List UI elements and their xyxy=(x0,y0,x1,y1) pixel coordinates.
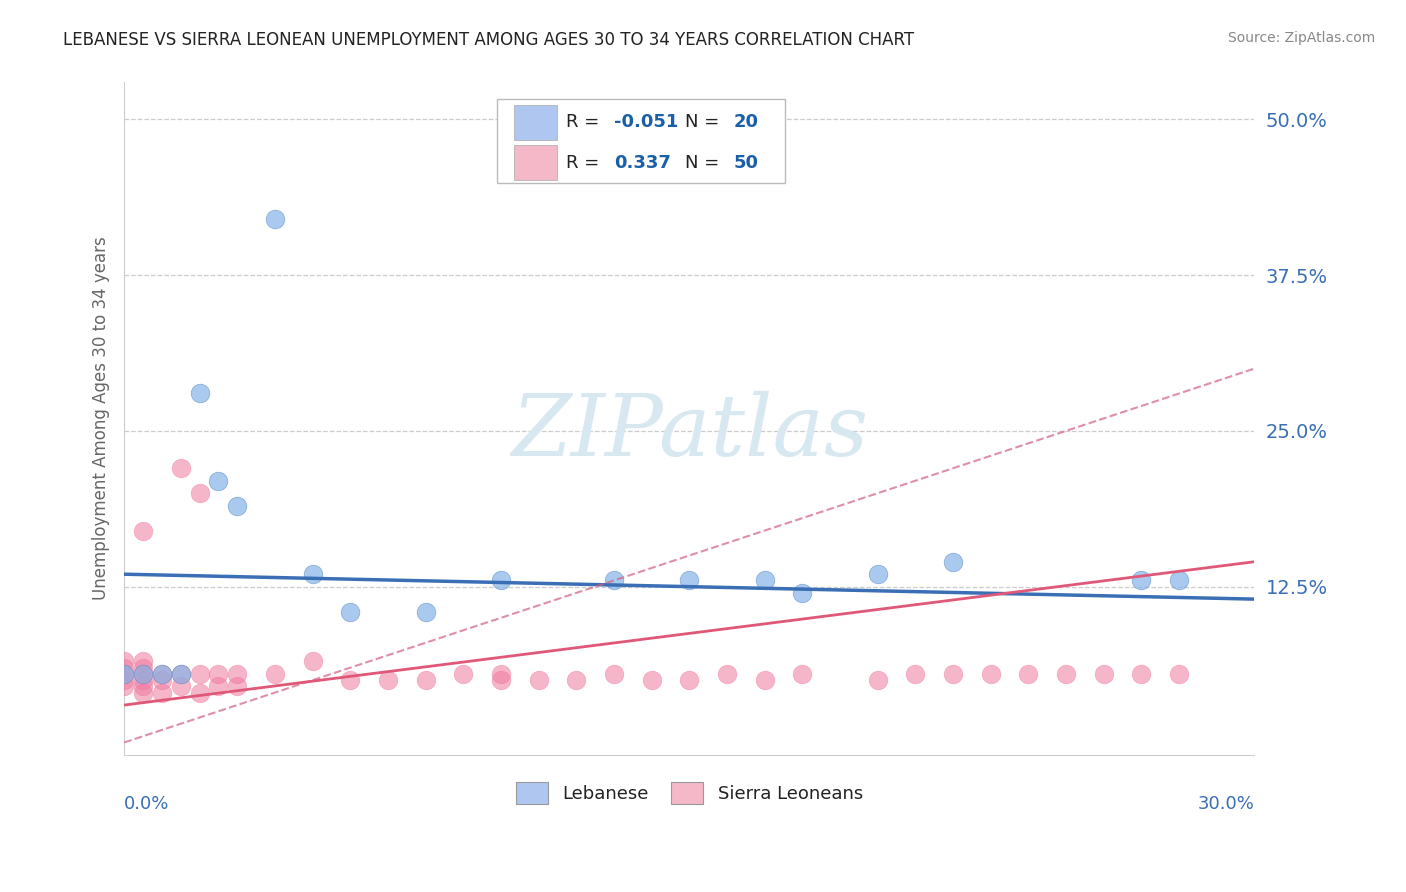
Point xyxy=(754,574,776,588)
Point xyxy=(942,555,965,569)
Point xyxy=(1054,666,1077,681)
Point xyxy=(1017,666,1039,681)
Text: LEBANESE VS SIERRA LEONEAN UNEMPLOYMENT AMONG AGES 30 TO 34 YEARS CORRELATION CH: LEBANESE VS SIERRA LEONEAN UNEMPLOYMENT … xyxy=(63,31,914,49)
FancyBboxPatch shape xyxy=(515,104,557,140)
Text: N =: N = xyxy=(685,153,725,171)
Point xyxy=(112,679,135,693)
Point xyxy=(188,486,211,500)
Point xyxy=(866,567,889,582)
Point xyxy=(339,673,361,687)
Point xyxy=(132,673,155,687)
Text: -0.051: -0.051 xyxy=(613,113,678,131)
Point xyxy=(226,666,249,681)
Point xyxy=(132,655,155,669)
Point xyxy=(792,666,814,681)
Point xyxy=(207,679,229,693)
Point xyxy=(112,661,135,675)
Point xyxy=(207,474,229,488)
Text: ZIPatlas: ZIPatlas xyxy=(510,391,868,473)
Text: R =: R = xyxy=(567,113,605,131)
Point xyxy=(1092,666,1115,681)
Point xyxy=(716,666,738,681)
Point xyxy=(678,574,700,588)
Point xyxy=(640,673,662,687)
Text: Source: ZipAtlas.com: Source: ZipAtlas.com xyxy=(1227,31,1375,45)
Point xyxy=(565,673,588,687)
Point xyxy=(264,212,287,227)
Text: 50: 50 xyxy=(734,153,758,171)
Point xyxy=(132,524,155,538)
Point xyxy=(112,673,135,687)
Text: R =: R = xyxy=(567,153,605,171)
FancyBboxPatch shape xyxy=(498,99,786,183)
Point xyxy=(489,666,512,681)
Text: 30.0%: 30.0% xyxy=(1198,796,1254,814)
Point xyxy=(188,666,211,681)
Point xyxy=(150,685,173,699)
Point xyxy=(170,666,193,681)
Point xyxy=(112,666,135,681)
Point xyxy=(132,666,155,681)
Point xyxy=(792,586,814,600)
Point xyxy=(150,673,173,687)
Text: N =: N = xyxy=(685,113,725,131)
Point xyxy=(132,685,155,699)
Text: 0.0%: 0.0% xyxy=(124,796,170,814)
Text: 20: 20 xyxy=(734,113,758,131)
Point xyxy=(112,666,135,681)
Point xyxy=(980,666,1002,681)
Point xyxy=(226,679,249,693)
Point xyxy=(301,567,323,582)
Point xyxy=(132,661,155,675)
Point xyxy=(603,574,626,588)
Point xyxy=(1168,666,1191,681)
Point xyxy=(170,461,193,475)
Legend: Lebanese, Sierra Leoneans: Lebanese, Sierra Leoneans xyxy=(506,773,872,814)
Point xyxy=(132,666,155,681)
Point xyxy=(527,673,550,687)
Y-axis label: Unemployment Among Ages 30 to 34 years: Unemployment Among Ages 30 to 34 years xyxy=(93,236,110,600)
Point xyxy=(1130,666,1153,681)
Point xyxy=(264,666,287,681)
Point xyxy=(132,679,155,693)
Point xyxy=(1130,574,1153,588)
Point xyxy=(866,673,889,687)
Point xyxy=(188,386,211,401)
Text: 0.337: 0.337 xyxy=(613,153,671,171)
Point xyxy=(170,666,193,681)
Point xyxy=(942,666,965,681)
Point xyxy=(453,666,475,681)
Point xyxy=(112,655,135,669)
FancyBboxPatch shape xyxy=(515,145,557,180)
Point xyxy=(415,605,437,619)
Point xyxy=(150,666,173,681)
Point xyxy=(188,685,211,699)
Point xyxy=(678,673,700,687)
Point xyxy=(301,655,323,669)
Point xyxy=(150,666,173,681)
Point xyxy=(489,673,512,687)
Point xyxy=(415,673,437,687)
Point xyxy=(207,666,229,681)
Point xyxy=(1168,574,1191,588)
Point xyxy=(226,499,249,513)
Point xyxy=(603,666,626,681)
Point xyxy=(754,673,776,687)
Point xyxy=(377,673,399,687)
Point xyxy=(170,679,193,693)
Point xyxy=(904,666,927,681)
Point xyxy=(489,574,512,588)
Point xyxy=(339,605,361,619)
